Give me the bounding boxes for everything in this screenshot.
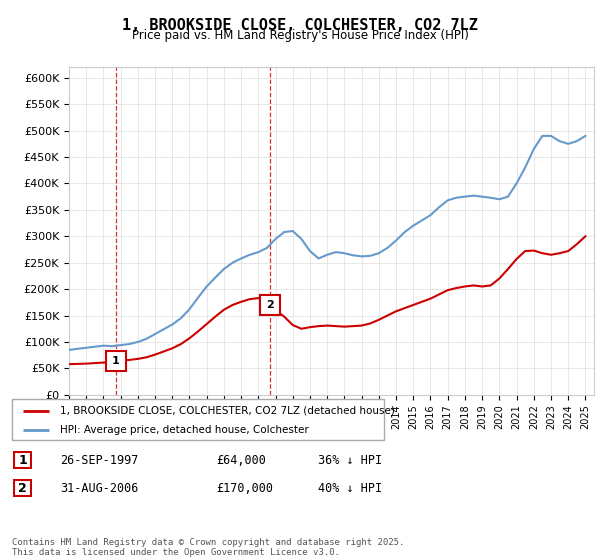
Text: Contains HM Land Registry data © Crown copyright and database right 2025.
This d: Contains HM Land Registry data © Crown c… [12,538,404,557]
Text: 1: 1 [19,454,27,467]
Text: 1, BROOKSIDE CLOSE, COLCHESTER, CO2 7LZ: 1, BROOKSIDE CLOSE, COLCHESTER, CO2 7LZ [122,18,478,33]
Text: 1, BROOKSIDE CLOSE, COLCHESTER, CO2 7LZ (detached house): 1, BROOKSIDE CLOSE, COLCHESTER, CO2 7LZ … [61,405,395,416]
Text: Price paid vs. HM Land Registry's House Price Index (HPI): Price paid vs. HM Land Registry's House … [131,29,469,42]
FancyBboxPatch shape [14,480,31,496]
Text: 40% ↓ HPI: 40% ↓ HPI [318,482,382,495]
Text: £64,000: £64,000 [216,454,266,467]
Text: £170,000: £170,000 [216,482,273,495]
Text: 36% ↓ HPI: 36% ↓ HPI [318,454,382,467]
Text: HPI: Average price, detached house, Colchester: HPI: Average price, detached house, Colc… [61,424,309,435]
Text: 2: 2 [266,300,274,310]
Text: 2: 2 [19,482,27,495]
Text: 31-AUG-2006: 31-AUG-2006 [60,482,139,495]
FancyBboxPatch shape [14,452,31,468]
Text: 1: 1 [112,356,120,366]
FancyBboxPatch shape [12,399,384,440]
Text: 26-SEP-1997: 26-SEP-1997 [60,454,139,467]
